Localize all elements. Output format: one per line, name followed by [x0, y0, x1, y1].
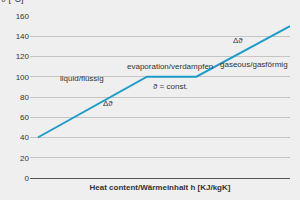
- svg-text:Δϑ: Δϑ: [233, 36, 243, 45]
- svg-text:20: 20: [20, 154, 29, 163]
- svg-text:Heat content/Wärmeinhalt h [KJ: Heat content/Wärmeinhalt h [KJ/kgK]: [90, 183, 231, 192]
- svg-text:gaseous/gasförmig: gaseous/gasförmig: [220, 60, 288, 69]
- svg-text:60: 60: [20, 113, 29, 122]
- svg-text:140: 140: [16, 32, 30, 41]
- svg-text:80: 80: [20, 93, 29, 102]
- svg-text:0: 0: [25, 174, 30, 183]
- svg-text:40: 40: [20, 133, 29, 142]
- svg-text:120: 120: [16, 52, 30, 61]
- svg-text:100: 100: [16, 73, 30, 82]
- svg-text:Δϑ: Δϑ: [103, 99, 113, 108]
- svg-text:evaporation/verdampfen: evaporation/verdampfen: [127, 62, 213, 71]
- svg-text:ϑ [°C]: ϑ [°C]: [1, 0, 24, 4]
- svg-text:160: 160: [16, 12, 30, 21]
- svg-text:liquid/flüssig: liquid/flüssig: [60, 74, 104, 83]
- svg-text:ϑ = const.: ϑ = const.: [153, 82, 188, 91]
